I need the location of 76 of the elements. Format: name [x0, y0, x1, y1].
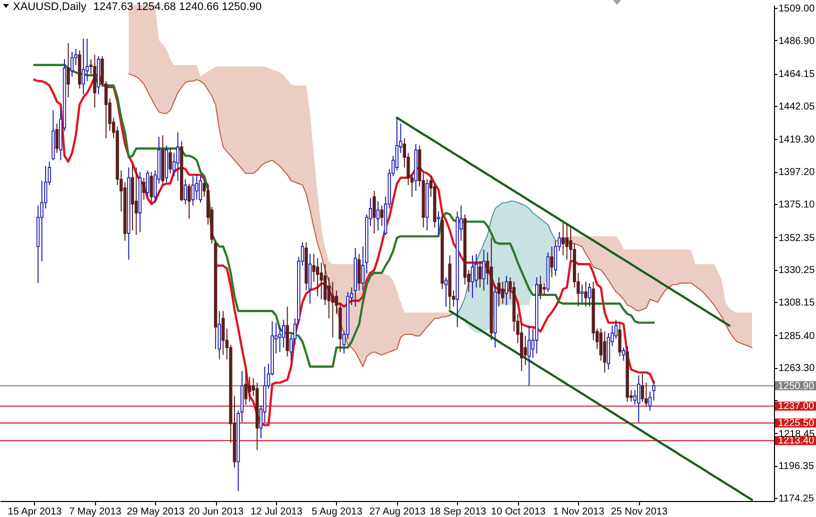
candlestick — [188, 183, 191, 220]
y-tick-label: 1285.40 — [778, 330, 816, 342]
candlestick — [358, 253, 361, 291]
y-tick-label: 1486.90 — [778, 36, 816, 47]
candlestick — [501, 281, 504, 304]
x-tick-label: 25 Nov 2013 — [610, 506, 668, 517]
x-tick-label: 20 Jun 2013 — [188, 506, 244, 517]
candlestick — [55, 123, 59, 154]
candlestick — [444, 276, 448, 308]
candlestick — [640, 373, 644, 402]
candlestick — [244, 370, 248, 406]
candlestick — [395, 117, 399, 171]
x-tick-label: 12 Jul 2013 — [250, 506, 303, 517]
candlestick — [470, 254, 474, 298]
candlestick — [222, 310, 225, 356]
candlestick — [542, 282, 546, 296]
x-tick-label: 1 Nov 2013 — [553, 506, 605, 517]
x-tick-label: 5 Aug 2013 — [312, 506, 363, 517]
candlestick — [652, 380, 656, 402]
candlestick — [524, 335, 527, 366]
x-tick-label: 7 May 2013 — [69, 506, 122, 517]
candlestick — [380, 205, 384, 227]
candlestick — [146, 170, 150, 198]
candlestick — [648, 390, 652, 412]
y-tick-label: 1263.30 — [778, 363, 816, 374]
candlestick — [637, 374, 640, 423]
candlestick — [66, 42, 70, 98]
ref-line-label: 1250.90 — [778, 380, 815, 392]
candlestick — [528, 325, 531, 386]
candlestick — [504, 275, 508, 306]
x-tick-label: 29 May 2013 — [126, 506, 185, 517]
chart-title: XAUUSD,Daily — [13, 1, 87, 13]
candlestick — [134, 167, 138, 236]
candlestick — [248, 376, 252, 402]
candlestick — [176, 132, 180, 182]
y-tick-label: 1464.15 — [778, 69, 816, 80]
y-tick-label: 1375.10 — [778, 199, 816, 210]
candlestick — [324, 264, 327, 306]
candlestick — [482, 248, 486, 291]
candlestick — [191, 176, 195, 206]
candlestick — [70, 51, 74, 78]
candlestick — [316, 258, 320, 297]
candlestick — [331, 281, 334, 338]
y-tick-label: 1442.05 — [778, 101, 816, 112]
candlestick — [184, 178, 187, 205]
candlestick — [550, 246, 554, 278]
candlestick — [198, 176, 202, 204]
y-tick-label: 1397.20 — [778, 167, 816, 178]
candlestick — [278, 325, 282, 352]
x-tick-label: 15 Apr 2013 — [8, 506, 62, 517]
candlestick — [538, 275, 542, 300]
line-series — [448, 310, 754, 501]
candlestick — [168, 148, 172, 174]
y-tick-label: 1352.35 — [778, 232, 816, 244]
x-tick-label: 27 Aug 2013 — [369, 506, 426, 517]
y-tick-label: 1196.35 — [778, 461, 814, 472]
x-tick-label: 18 Sep 2013 — [429, 506, 487, 517]
candlestick — [622, 347, 626, 362]
y-tick-label: 1509.00 — [778, 3, 816, 14]
x-tick-label: 10 Oct 2013 — [491, 506, 546, 517]
chart-subtitle: 1247.63 1254.68 1240.66 1250.90 — [93, 1, 262, 13]
candlestick — [282, 319, 286, 348]
line-series — [456, 200, 556, 314]
ref-line-label: 1237.00 — [778, 401, 815, 412]
y-tick-label: 1330.25 — [778, 265, 816, 276]
candlestick — [372, 190, 376, 234]
y-tick-label: 1308.15 — [778, 297, 816, 308]
candlestick — [150, 171, 153, 204]
candlestick — [478, 260, 482, 288]
candlestick — [82, 38, 85, 95]
candlestick — [497, 276, 501, 308]
ref-line-label: 1225.50 — [778, 418, 815, 429]
y-tick-label: 1419.30 — [778, 134, 816, 146]
candlestick — [142, 177, 146, 200]
candlestick — [376, 200, 380, 231]
y-tick-label: 1174.25 — [778, 494, 814, 504]
